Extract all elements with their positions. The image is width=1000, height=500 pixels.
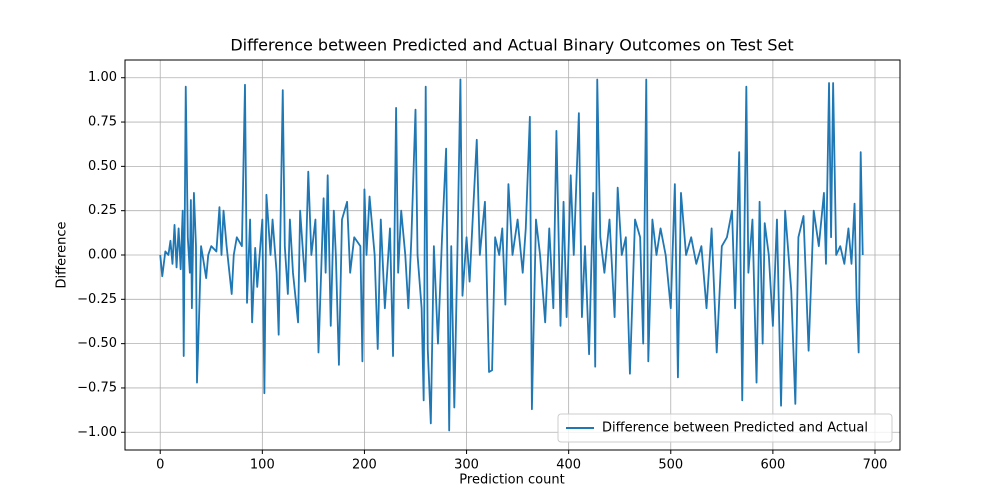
y-tick-label: 0.75 (88, 115, 117, 130)
y-tick-label: −0.50 (77, 336, 117, 351)
y-axis-label: Difference (55, 221, 70, 288)
x-tick-label: 0 (156, 458, 164, 473)
x-axis-label: Prediction count (459, 473, 564, 488)
plot-frame (124, 59, 901, 451)
legend-box (557, 413, 893, 443)
y-tick-label: 0.50 (88, 159, 117, 174)
x-tick-label: 100 (250, 458, 275, 473)
y-tick-label: −1.00 (77, 425, 117, 440)
x-tick-label: 300 (454, 458, 479, 473)
x-tick-label: 500 (658, 458, 683, 473)
chart-title: Difference between Predicted and Actual … (230, 36, 793, 55)
data-line (159, 78, 864, 432)
y-tick-label: 0.25 (88, 203, 117, 218)
legend-label: Difference between Predicted and Actual (602, 421, 868, 436)
y-tick-label: −0.25 (77, 292, 117, 307)
y-tick-label: 0.00 (88, 248, 117, 263)
y-tick-label: −0.75 (77, 380, 117, 395)
x-tick-label: 200 (352, 458, 377, 473)
y-tick-label: 1.00 (88, 70, 117, 85)
x-tick-label: 600 (760, 458, 785, 473)
x-tick-label: 400 (556, 458, 581, 473)
x-tick-label: 700 (863, 458, 888, 473)
